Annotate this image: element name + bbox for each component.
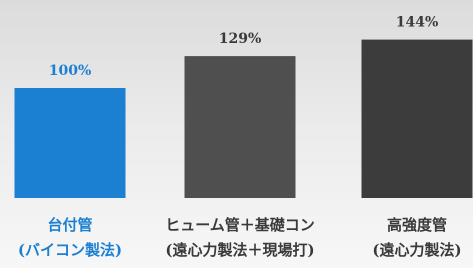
bar [185,56,296,198]
bar [15,88,126,198]
category-label: ヒューム管＋基礎コン [165,216,315,234]
value-label: 129% [219,31,262,47]
category-label: (遠心力製法) [372,241,461,259]
chart: 100% 台付管 (バイコン製法) 129% ヒューム管＋基礎コン (遠心力製法＋現場打)… [0,0,473,268]
value-label: 144% [396,15,439,31]
category-label: (遠心力製法＋現場打) [165,241,314,259]
category-label: (バイコン製法) [18,241,122,259]
value-label: 100% [49,63,92,79]
category-label: 高強度管 [387,216,447,234]
page: {"chart_data": {"type": "bar", "categori… [0,0,473,268]
bar [362,40,473,198]
category-label: 台付管 [47,216,92,234]
